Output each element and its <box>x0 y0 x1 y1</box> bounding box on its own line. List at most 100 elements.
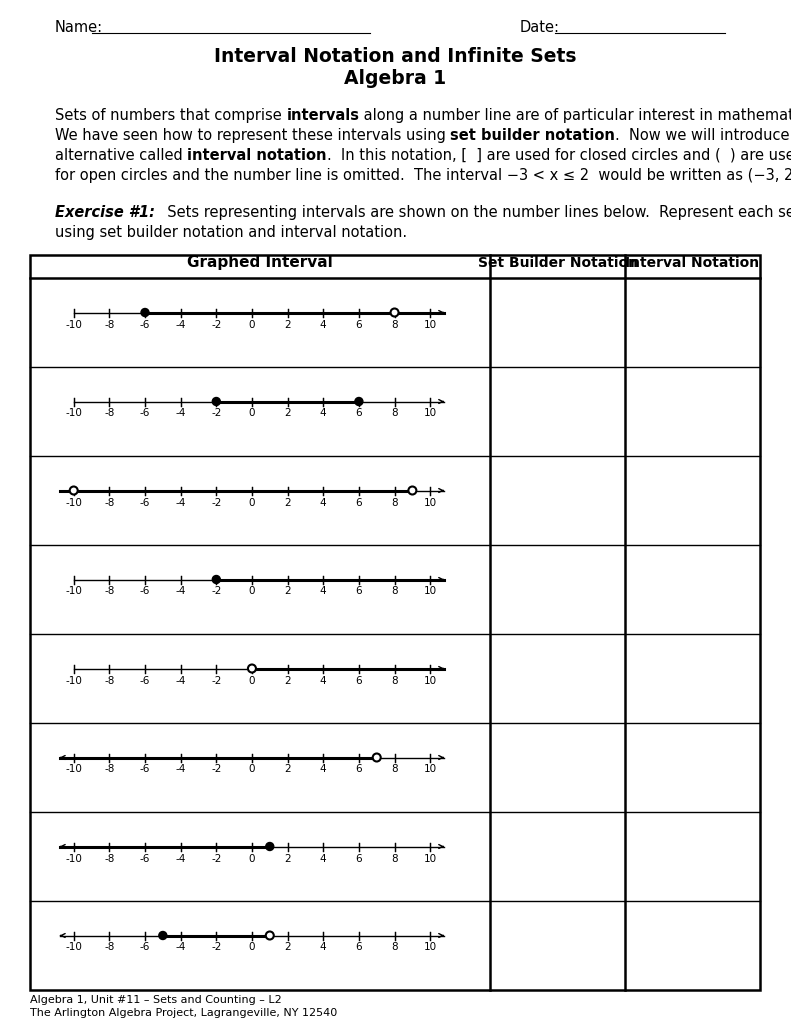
Text: -8: -8 <box>104 942 115 952</box>
Text: -8: -8 <box>104 587 115 597</box>
Text: 4: 4 <box>320 587 327 597</box>
Text: 0: 0 <box>248 587 255 597</box>
Text: 6: 6 <box>356 942 362 952</box>
Circle shape <box>159 932 167 939</box>
Text: -4: -4 <box>176 765 186 774</box>
Text: -10: -10 <box>66 853 82 863</box>
Text: -8: -8 <box>104 676 115 685</box>
Text: 0: 0 <box>248 765 255 774</box>
Text: -6: -6 <box>140 765 150 774</box>
Text: -6: -6 <box>140 676 150 685</box>
Text: -10: -10 <box>66 676 82 685</box>
Text: -6: -6 <box>140 853 150 863</box>
Text: -10: -10 <box>66 942 82 952</box>
Text: 10: 10 <box>424 676 437 685</box>
Text: 0: 0 <box>248 319 255 330</box>
Text: -10: -10 <box>66 765 82 774</box>
Text: -6: -6 <box>140 942 150 952</box>
Text: -8: -8 <box>104 498 115 508</box>
Text: interval notation: interval notation <box>187 148 327 163</box>
Text: intervals: intervals <box>286 108 359 123</box>
Text: 10: 10 <box>424 587 437 597</box>
Text: Algebra 1: Algebra 1 <box>344 69 446 88</box>
Text: -8: -8 <box>104 765 115 774</box>
Text: Name:: Name: <box>55 20 103 35</box>
Text: Graphed Interval: Graphed Interval <box>187 255 333 270</box>
Text: Sets of numbers that comprise: Sets of numbers that comprise <box>55 108 286 123</box>
Circle shape <box>266 843 274 851</box>
Text: We have seen how to represent these intervals using: We have seen how to represent these inte… <box>55 128 451 143</box>
Text: 8: 8 <box>392 498 398 508</box>
Text: 4: 4 <box>320 942 327 952</box>
Text: Interval Notation and Infinite Sets: Interval Notation and Infinite Sets <box>214 47 577 66</box>
Text: 0: 0 <box>248 676 255 685</box>
Text: Date:: Date: <box>520 20 560 35</box>
Text: 10: 10 <box>424 498 437 508</box>
Text: 8: 8 <box>392 676 398 685</box>
Circle shape <box>266 932 274 939</box>
Circle shape <box>212 397 221 406</box>
Text: 10: 10 <box>424 942 437 952</box>
Text: 4: 4 <box>320 498 327 508</box>
Text: -6: -6 <box>140 319 150 330</box>
Text: 4: 4 <box>320 765 327 774</box>
Circle shape <box>373 754 380 762</box>
Text: -10: -10 <box>66 498 82 508</box>
Text: 0: 0 <box>248 498 255 508</box>
Circle shape <box>408 486 416 495</box>
Text: 8: 8 <box>392 587 398 597</box>
Text: 4: 4 <box>320 409 327 419</box>
Text: -6: -6 <box>140 498 150 508</box>
Text: 10: 10 <box>424 853 437 863</box>
Text: -2: -2 <box>211 942 221 952</box>
Text: 2: 2 <box>284 587 291 597</box>
Text: -2: -2 <box>211 853 221 863</box>
Text: 10: 10 <box>424 409 437 419</box>
Text: -4: -4 <box>176 498 186 508</box>
Text: -4: -4 <box>176 676 186 685</box>
Circle shape <box>248 665 256 673</box>
Text: 2: 2 <box>284 765 291 774</box>
Text: 4: 4 <box>320 319 327 330</box>
Text: Set Builder Notation: Set Builder Notation <box>478 256 638 270</box>
Text: 6: 6 <box>356 498 362 508</box>
Text: -2: -2 <box>211 765 221 774</box>
Text: 2: 2 <box>284 853 291 863</box>
Text: 6: 6 <box>356 409 362 419</box>
Circle shape <box>212 575 221 584</box>
Text: -6: -6 <box>140 409 150 419</box>
Text: using set builder notation and interval notation.: using set builder notation and interval … <box>55 225 407 240</box>
Text: -2: -2 <box>211 319 221 330</box>
Text: 0: 0 <box>248 409 255 419</box>
Text: -4: -4 <box>176 587 186 597</box>
Text: -4: -4 <box>176 942 186 952</box>
Text: -8: -8 <box>104 319 115 330</box>
Text: along a number line are of particular interest in mathematics.: along a number line are of particular in… <box>359 108 791 123</box>
Text: 6: 6 <box>356 319 362 330</box>
Text: 4: 4 <box>320 853 327 863</box>
Text: Sets representing intervals are shown on the number lines below.  Represent each: Sets representing intervals are shown on… <box>157 205 791 220</box>
Text: Interval Notation: Interval Notation <box>626 256 759 270</box>
Circle shape <box>70 486 78 495</box>
Text: -4: -4 <box>176 319 186 330</box>
Text: 2: 2 <box>284 498 291 508</box>
Circle shape <box>355 397 363 406</box>
Text: 2: 2 <box>284 676 291 685</box>
Text: 8: 8 <box>392 319 398 330</box>
Text: .  In this notation, [  ] are used for closed circles and (  ) are used: . In this notation, [ ] are used for clo… <box>327 148 791 163</box>
Text: -6: -6 <box>140 587 150 597</box>
Text: -8: -8 <box>104 853 115 863</box>
Text: 6: 6 <box>356 853 362 863</box>
Text: -8: -8 <box>104 409 115 419</box>
Text: 2: 2 <box>284 409 291 419</box>
Text: -2: -2 <box>211 498 221 508</box>
Text: -10: -10 <box>66 319 82 330</box>
Text: .  Now we will introduce an: . Now we will introduce an <box>615 128 791 143</box>
Text: 8: 8 <box>392 765 398 774</box>
Text: -10: -10 <box>66 587 82 597</box>
Text: -4: -4 <box>176 409 186 419</box>
Text: 2: 2 <box>284 319 291 330</box>
Text: -4: -4 <box>176 853 186 863</box>
Text: 4: 4 <box>320 676 327 685</box>
Text: 8: 8 <box>392 409 398 419</box>
